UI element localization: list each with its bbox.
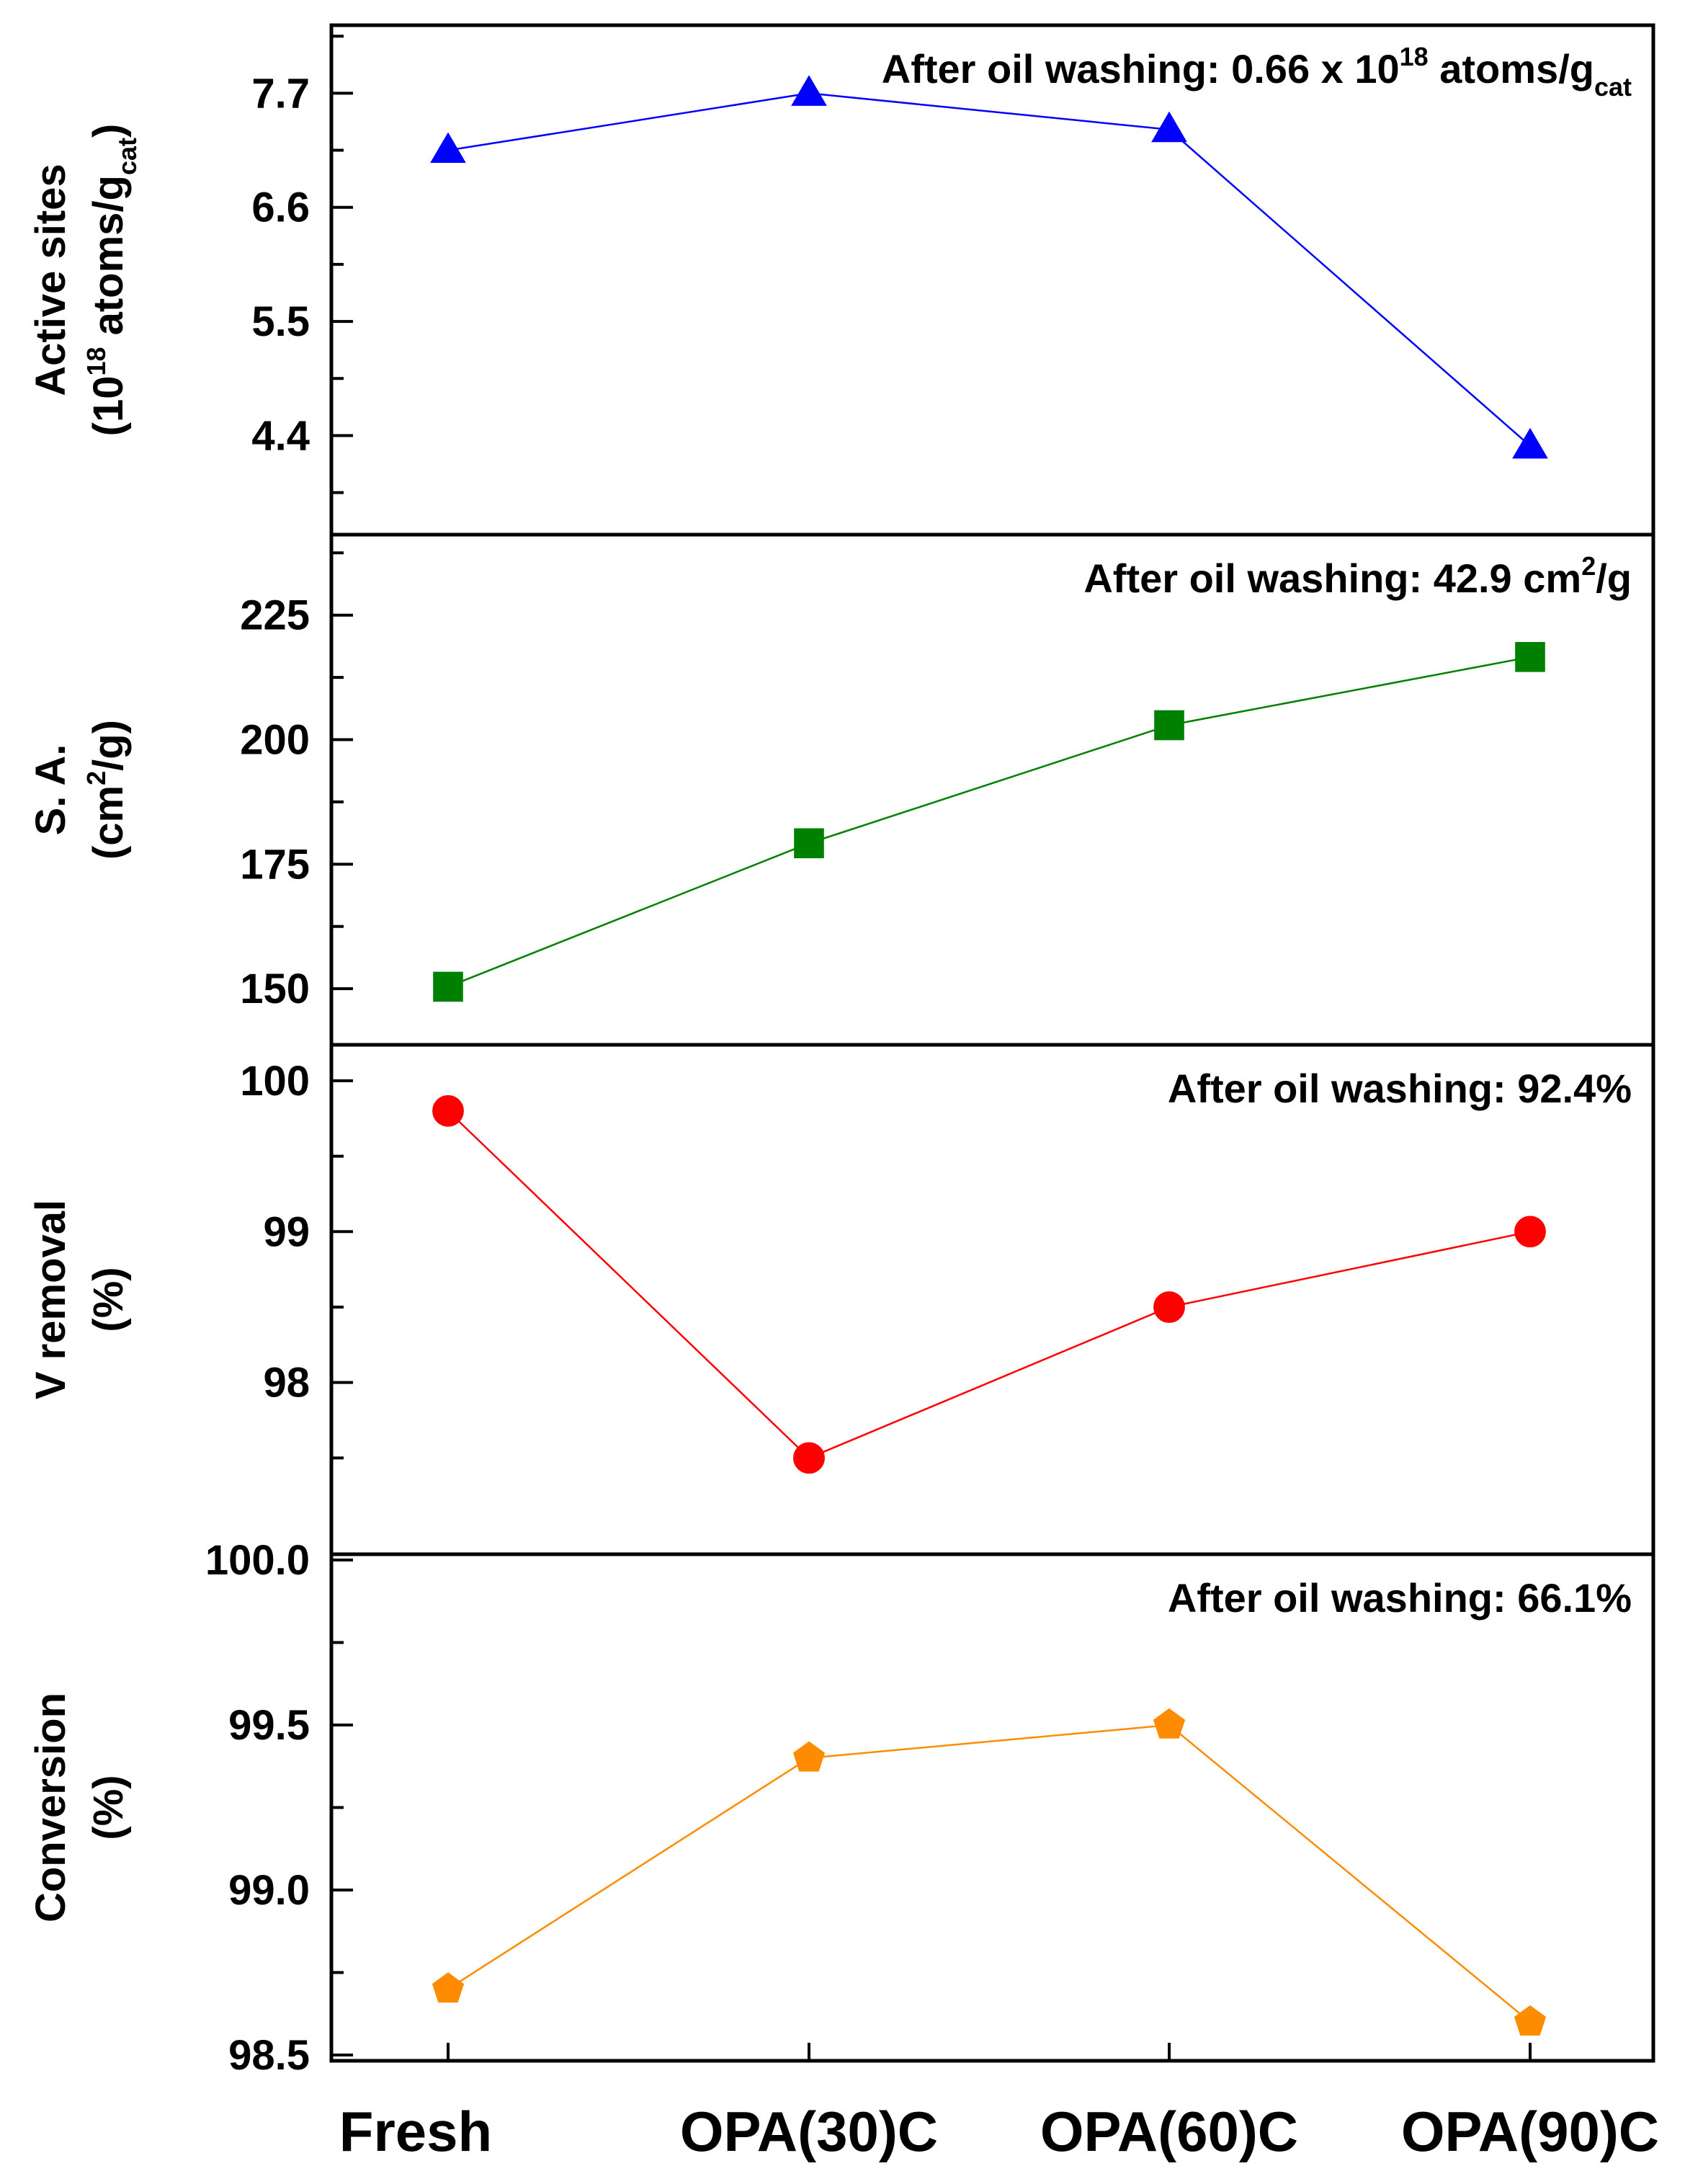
panel-active: 4.4 5.5 6.6 7.7 Active sites(1018 atoms/gcat… xyxy=(27,35,1632,494)
y-axis-label-line: S. A. xyxy=(27,744,74,836)
x-tick-label: Fresh xyxy=(339,2100,492,2163)
panel-v: 98 99 100 V removal (%) After oil washing: 92… xyxy=(27,1058,1632,1474)
data-point xyxy=(794,828,824,859)
data-point xyxy=(433,971,463,1002)
y-axis-label-line: Active sites xyxy=(27,164,74,396)
y-tick-label: 200 xyxy=(240,717,310,764)
y-tick-label: 98.5 xyxy=(228,2032,310,2079)
y-axis-label-line: (%) xyxy=(85,1267,132,1332)
panel-sa: 150 175 200 225 S. A. (cm2/g) After oil washin… xyxy=(27,551,1632,1012)
data-point xyxy=(1515,641,1545,672)
y-tick-label: 98 xyxy=(263,1360,310,1407)
data-point xyxy=(791,75,827,106)
data-point xyxy=(430,132,466,164)
series-line xyxy=(447,92,1531,447)
y-tick-label: 99.0 xyxy=(228,1867,310,1914)
data-point xyxy=(1153,1708,1186,1739)
y-tick-label: 99 xyxy=(263,1208,310,1255)
y-axis-label-line: (1018 atoms/gcat) xyxy=(81,124,142,437)
y-axis-label-line: (cm2/g) xyxy=(81,720,132,860)
series-line xyxy=(447,1724,1531,2023)
y-tick-label: 100.0 xyxy=(205,1537,310,1584)
y-tick-label: 6.6 xyxy=(251,184,310,231)
data-point xyxy=(793,1442,825,1474)
data-point xyxy=(1151,111,1187,143)
series-line xyxy=(447,656,1531,988)
y-axis-label: Active sites(1018 atoms/gcat) xyxy=(27,124,142,437)
y-tick-label: 5.5 xyxy=(251,298,310,345)
y-axis-label-line: Conversion xyxy=(27,1693,74,1922)
data-point xyxy=(1512,427,1548,459)
panel-conv: 98.5 99.0 99.5 100.0 Conversion (%) After oil … xyxy=(27,1537,1632,2079)
y-tick-label: 100 xyxy=(240,1058,310,1105)
panel-annotation: After oil washing: 0.66 x 1018 atoms/gca… xyxy=(882,42,1632,102)
y-tick-label: 99.5 xyxy=(228,1702,310,1749)
y-axis-label-line: V removal xyxy=(27,1200,74,1399)
y-tick-label: 175 xyxy=(240,841,310,888)
y-tick-label: 4.4 xyxy=(251,412,310,459)
panel-annotation: After oil washing: 42.9 cm2/g xyxy=(1083,551,1632,601)
data-point xyxy=(1154,710,1184,741)
x-tick-label: OPA(60)C xyxy=(1040,2100,1298,2163)
y-axis-label: S. A. (cm2/g) xyxy=(27,720,132,860)
y-tick-label: 225 xyxy=(240,592,310,639)
series-line xyxy=(447,1110,1531,1459)
panel-annotation: After oil washing: 66.1% xyxy=(1168,1575,1632,1621)
x-tick-label: OPA(30)C xyxy=(680,2100,938,2163)
data-point xyxy=(1514,2005,1547,2036)
y-tick-label: 150 xyxy=(240,966,310,1012)
data-point xyxy=(1514,1216,1546,1248)
y-tick-label: 7.7 xyxy=(251,70,310,117)
data-point xyxy=(1153,1291,1185,1323)
data-point xyxy=(792,1741,826,1772)
y-axis-label: Conversion (%) xyxy=(27,1693,132,1922)
x-tick-label: OPA(90)C xyxy=(1401,2100,1659,2163)
data-point xyxy=(432,1972,465,2003)
y-axis-label-line: (%) xyxy=(85,1775,132,1840)
y-axis-label: V removal (%) xyxy=(27,1200,132,1399)
data-point xyxy=(432,1095,464,1127)
panel-annotation: After oil washing: 92.4% xyxy=(1168,1066,1632,1111)
